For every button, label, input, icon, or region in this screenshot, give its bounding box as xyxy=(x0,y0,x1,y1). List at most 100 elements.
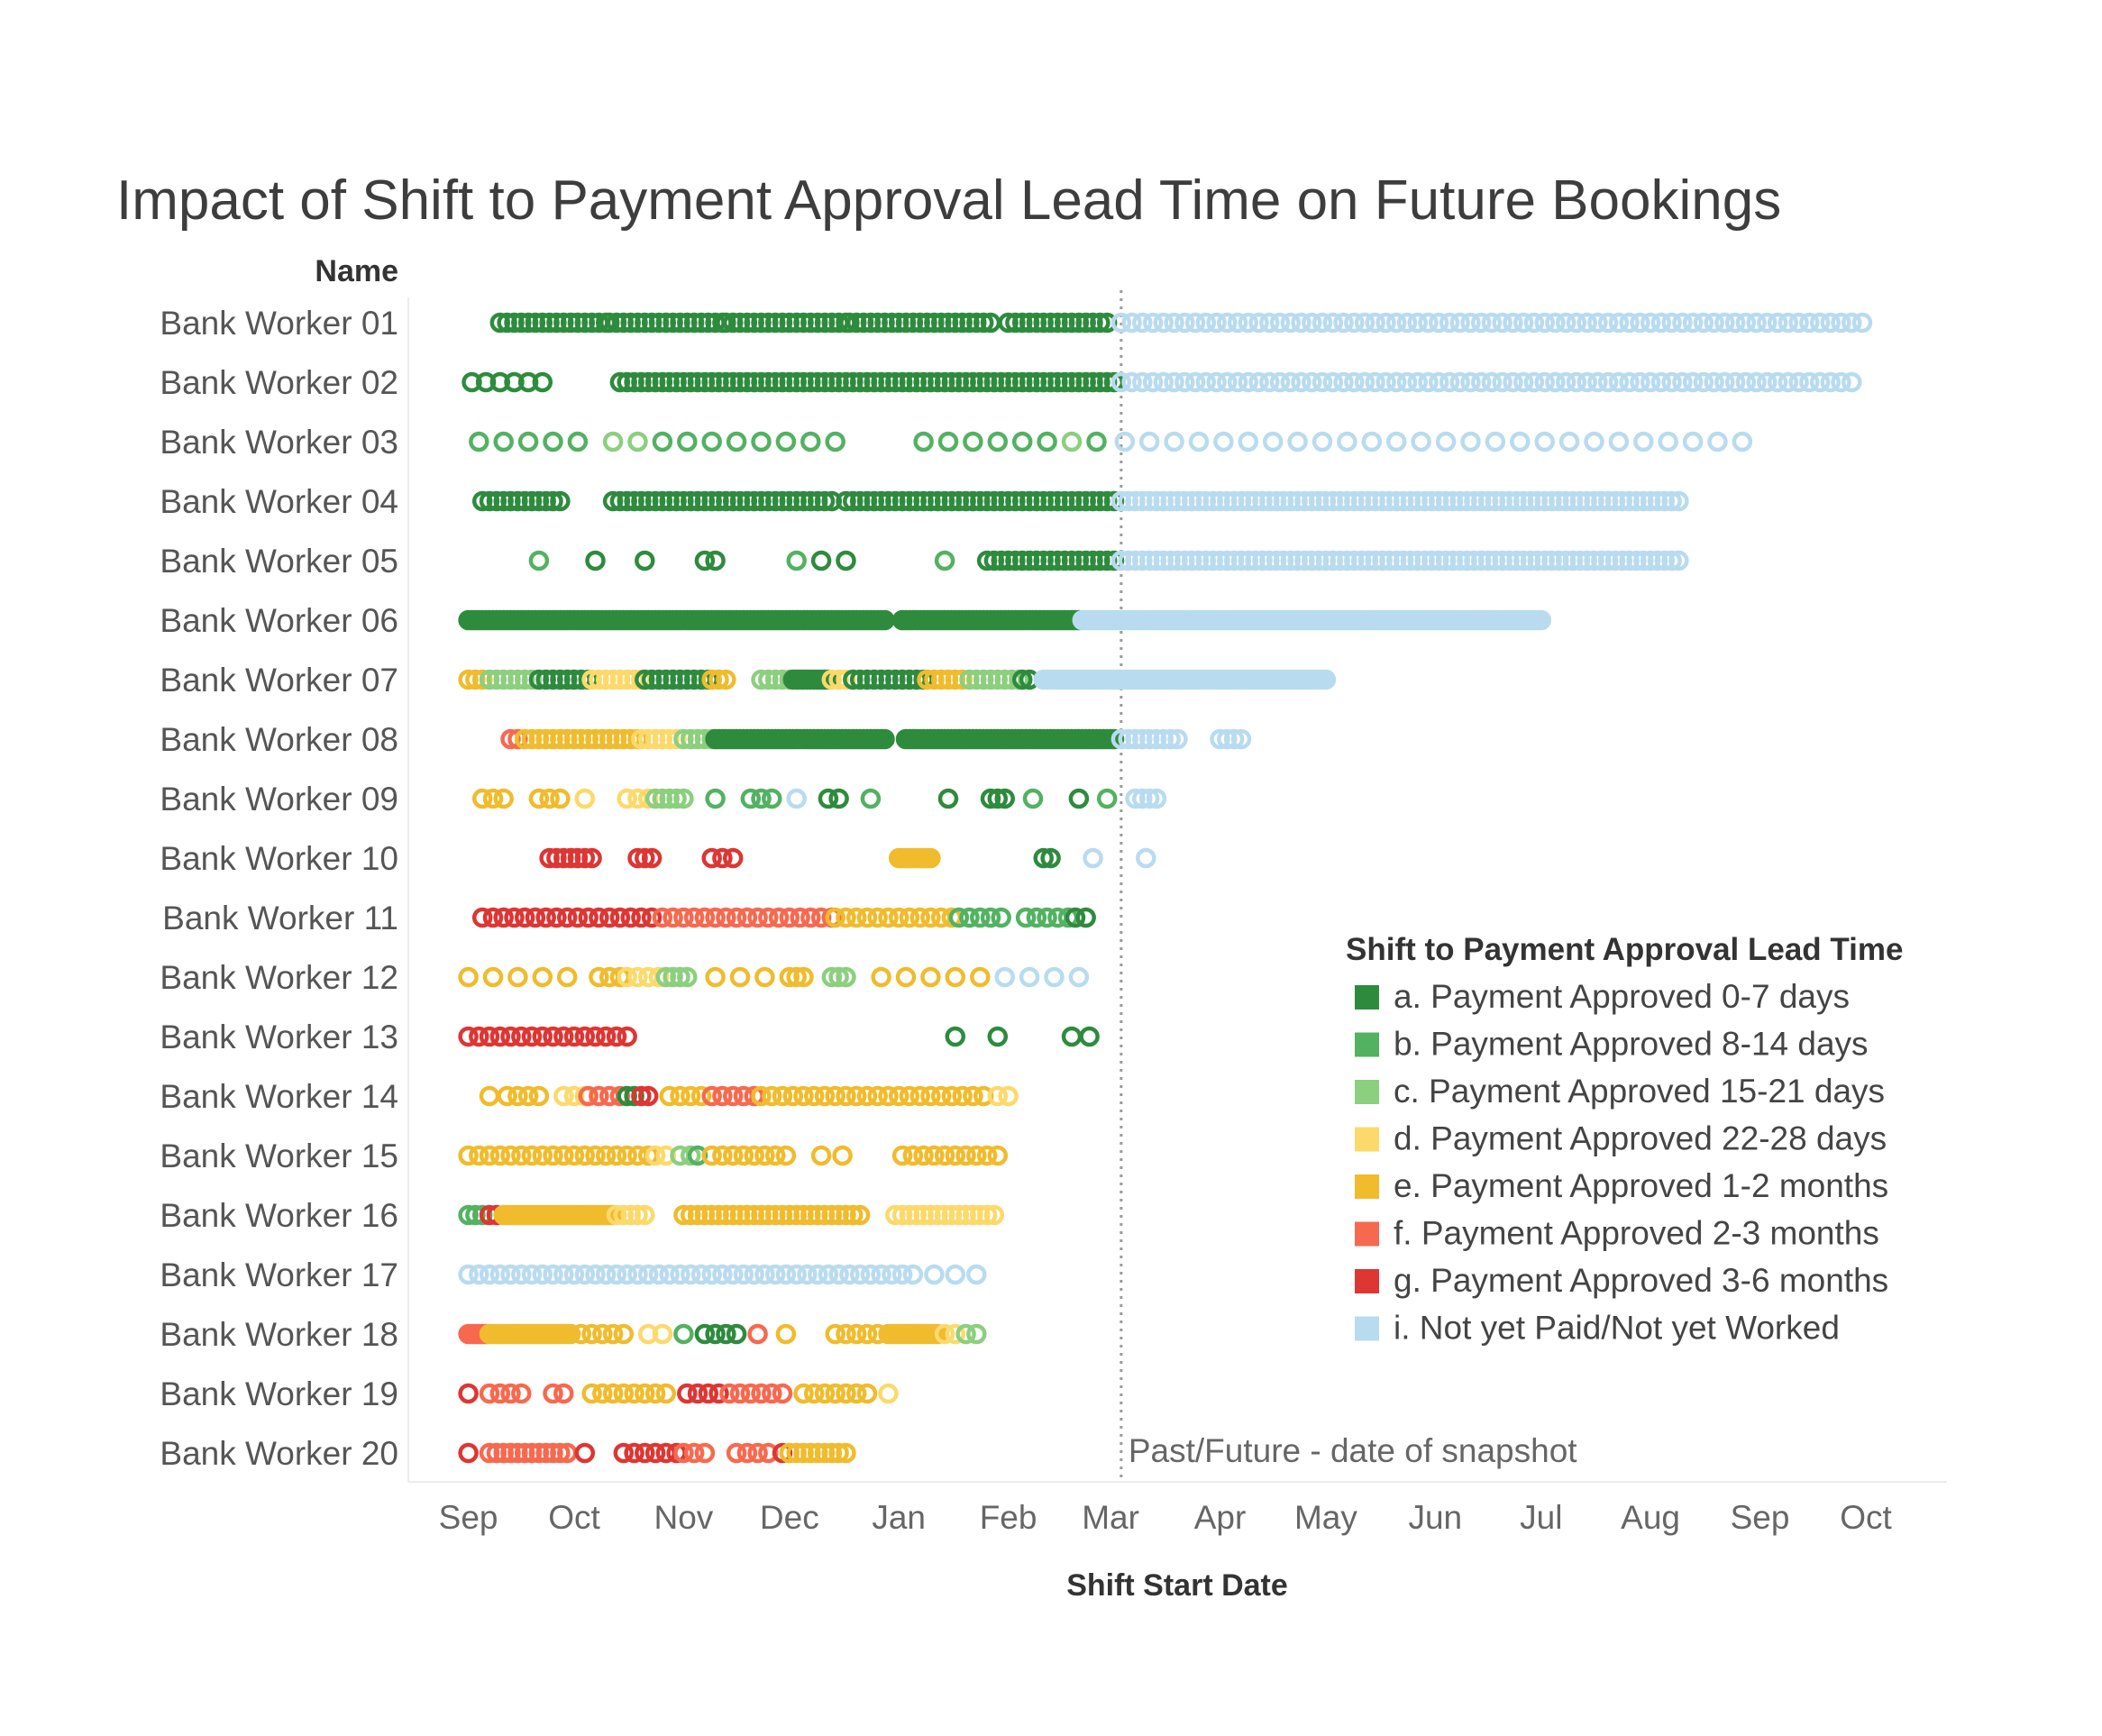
data-point xyxy=(963,1085,983,1107)
data-point xyxy=(758,1442,779,1464)
data-point xyxy=(578,907,599,928)
data-point xyxy=(1259,550,1280,571)
data-point xyxy=(772,371,793,393)
data-point xyxy=(849,490,871,512)
data-point xyxy=(1153,550,1174,571)
data-point xyxy=(1047,371,1068,393)
data-point xyxy=(595,1145,617,1166)
data-point xyxy=(810,1145,832,1166)
data-point xyxy=(987,1085,1009,1107)
data-point xyxy=(578,1085,599,1107)
data-point xyxy=(1269,371,1291,393)
data-point xyxy=(641,669,663,690)
data-point xyxy=(504,371,525,393)
data-point xyxy=(871,490,891,512)
data-point xyxy=(1026,371,1047,393)
data-point xyxy=(652,788,673,809)
data-point xyxy=(1217,550,1238,571)
data-point xyxy=(620,907,641,928)
data-point xyxy=(1266,550,1287,571)
data-point xyxy=(1103,490,1125,512)
data-point xyxy=(1164,312,1184,333)
data-point xyxy=(641,907,663,928)
data-point xyxy=(673,1204,694,1226)
data-point xyxy=(1195,371,1217,393)
data-point xyxy=(1439,371,1460,393)
data-point xyxy=(507,1442,528,1464)
data-point xyxy=(602,1383,624,1404)
data-point xyxy=(543,1145,563,1166)
data-point xyxy=(1090,550,1110,571)
data-point xyxy=(1040,847,1061,869)
data-point xyxy=(1534,490,1555,512)
data-point xyxy=(574,847,596,869)
data-point xyxy=(514,1442,535,1464)
data-point xyxy=(878,1383,899,1404)
data-point xyxy=(1068,966,1090,988)
data-point xyxy=(729,371,751,393)
data-point xyxy=(532,1264,553,1285)
data-point xyxy=(1160,490,1181,512)
data-point xyxy=(955,1204,976,1226)
data-point xyxy=(637,1323,659,1345)
data-point xyxy=(1604,550,1626,571)
data-point xyxy=(740,1383,762,1404)
data-point xyxy=(814,1204,836,1226)
legend-label: d. Payment Approved 22-28 days xyxy=(1394,1120,1887,1157)
data-point xyxy=(507,490,528,512)
data-point xyxy=(983,490,1005,512)
data-point xyxy=(694,907,716,928)
data-point xyxy=(1555,371,1576,393)
data-point xyxy=(641,312,663,333)
data-point xyxy=(528,490,550,512)
data-point xyxy=(532,1145,553,1166)
data-point xyxy=(874,728,895,750)
row-marks xyxy=(458,1204,1005,1226)
data-point xyxy=(814,1383,836,1404)
data-point xyxy=(871,966,891,988)
data-point xyxy=(856,1323,878,1345)
data-point xyxy=(1174,550,1195,571)
data-point xyxy=(1167,550,1188,571)
data-point xyxy=(670,669,690,690)
data-point xyxy=(1584,550,1604,571)
data-point xyxy=(729,490,751,512)
data-point xyxy=(1385,550,1407,571)
data-point xyxy=(775,431,797,452)
data-point xyxy=(543,669,563,690)
data-point xyxy=(818,788,839,809)
data-point xyxy=(825,431,845,452)
data-point xyxy=(1337,550,1357,571)
row-marks xyxy=(489,312,1873,333)
data-point xyxy=(1470,490,1492,512)
data-point xyxy=(998,490,1019,512)
data-point xyxy=(1026,490,1047,512)
legend-label: c. Payment Approved 15-21 days xyxy=(1394,1073,1885,1110)
data-point xyxy=(1248,312,1269,333)
data-point xyxy=(663,907,683,928)
data-point xyxy=(793,371,814,393)
data-point xyxy=(821,1442,843,1464)
data-point xyxy=(694,550,716,571)
data-point xyxy=(1523,312,1545,333)
data-point xyxy=(1075,490,1096,512)
row-labels: Bank Worker 01 Bank Worker 02 Bank Worker … xyxy=(160,305,398,1472)
data-point xyxy=(1492,490,1513,512)
data-point xyxy=(635,550,655,571)
data-point xyxy=(853,312,874,333)
data-point xyxy=(677,431,698,452)
data-point xyxy=(550,1442,571,1464)
data-point xyxy=(687,371,708,393)
data-point xyxy=(609,490,631,512)
data-point xyxy=(1428,550,1449,571)
data-point xyxy=(687,1204,708,1226)
x-tick-label: Oct xyxy=(1840,1499,1892,1536)
data-point xyxy=(652,431,673,452)
data-point xyxy=(856,490,878,512)
data-point xyxy=(595,1264,617,1285)
data-point xyxy=(458,1026,479,1047)
data-point xyxy=(1682,312,1704,333)
data-point xyxy=(1442,490,1464,512)
data-point xyxy=(1322,312,1344,333)
data-point xyxy=(800,431,821,452)
